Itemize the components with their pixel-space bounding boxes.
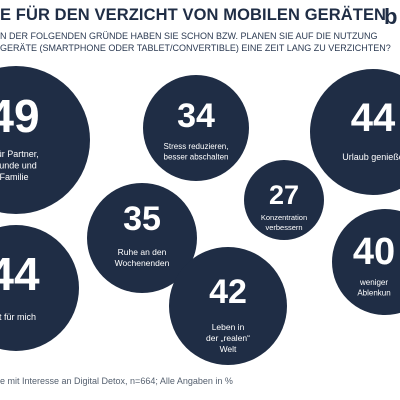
source-note: e mit Interesse an Digital Detox, n=664;… [0,376,233,386]
bubble-3: 44 Urlaub genieße [310,69,400,195]
bubble-label: Ablenkun [357,289,390,298]
bubble-value: 44 [351,96,396,140]
bubble-label: Ruhe an den [118,247,167,257]
bubble-circle [87,183,197,293]
bubble-value: 40 [353,231,395,273]
bubble-value: 44 [0,248,40,300]
bubble-circle [310,69,400,195]
bubble-label: verbessern [265,223,302,232]
subtitle-line-2: GERÄTE (SMARTPHONE ODER TABLET/CONVERTIB… [0,42,391,53]
bubble-label: eit für mich [0,312,36,322]
bubble-label: der „realen“ [206,333,250,343]
bubble-label: Familie [0,172,29,182]
bubble-label: Leben in [212,322,245,332]
bubble-label: Wochenenden [115,258,170,268]
bubble-label: reunde und [0,161,37,171]
bubble-circle [0,225,79,351]
bubble-value: 27 [269,180,299,210]
bubble-label: Stress reduzieren, [164,142,229,151]
bubble-circle [332,209,400,315]
chart-title: E FÜR DEN VERZICHT VON MOBILEN GERÄTEN [0,6,387,24]
bubble-value: 34 [177,97,215,135]
bubble-circle [169,247,287,365]
bubble-value: 35 [123,200,161,238]
bubble-6: 44 eit für mich [0,225,79,351]
bubble-circle [143,75,249,181]
bubble-label: Welt [220,344,237,354]
brand-logo: b [384,4,398,29]
bubble-label: t für Partner, [0,149,39,159]
bubble-label: Urlaub genieße [342,152,400,162]
bubble-2: 34 Stress reduzieren, besser abschalten [143,75,249,181]
chart-subtitle: N DER FOLGENDEN GRÜNDE HABEN SIE SCHON B… [0,31,400,54]
bubble-label: besser abschalten [164,153,229,162]
bubble-label: Konzentration [261,213,307,222]
bubble-value: 49 [0,90,40,142]
bubble-8: 40 weniger Ablenkun [332,209,400,315]
bubble-value: 42 [209,273,247,311]
bubble-circle [0,66,90,214]
subtitle-line-1: N DER FOLGENDEN GRÜNDE HABEN SIE SCHON B… [0,31,378,41]
bubble-circle [244,160,324,240]
bubble-label: weniger [359,278,388,287]
